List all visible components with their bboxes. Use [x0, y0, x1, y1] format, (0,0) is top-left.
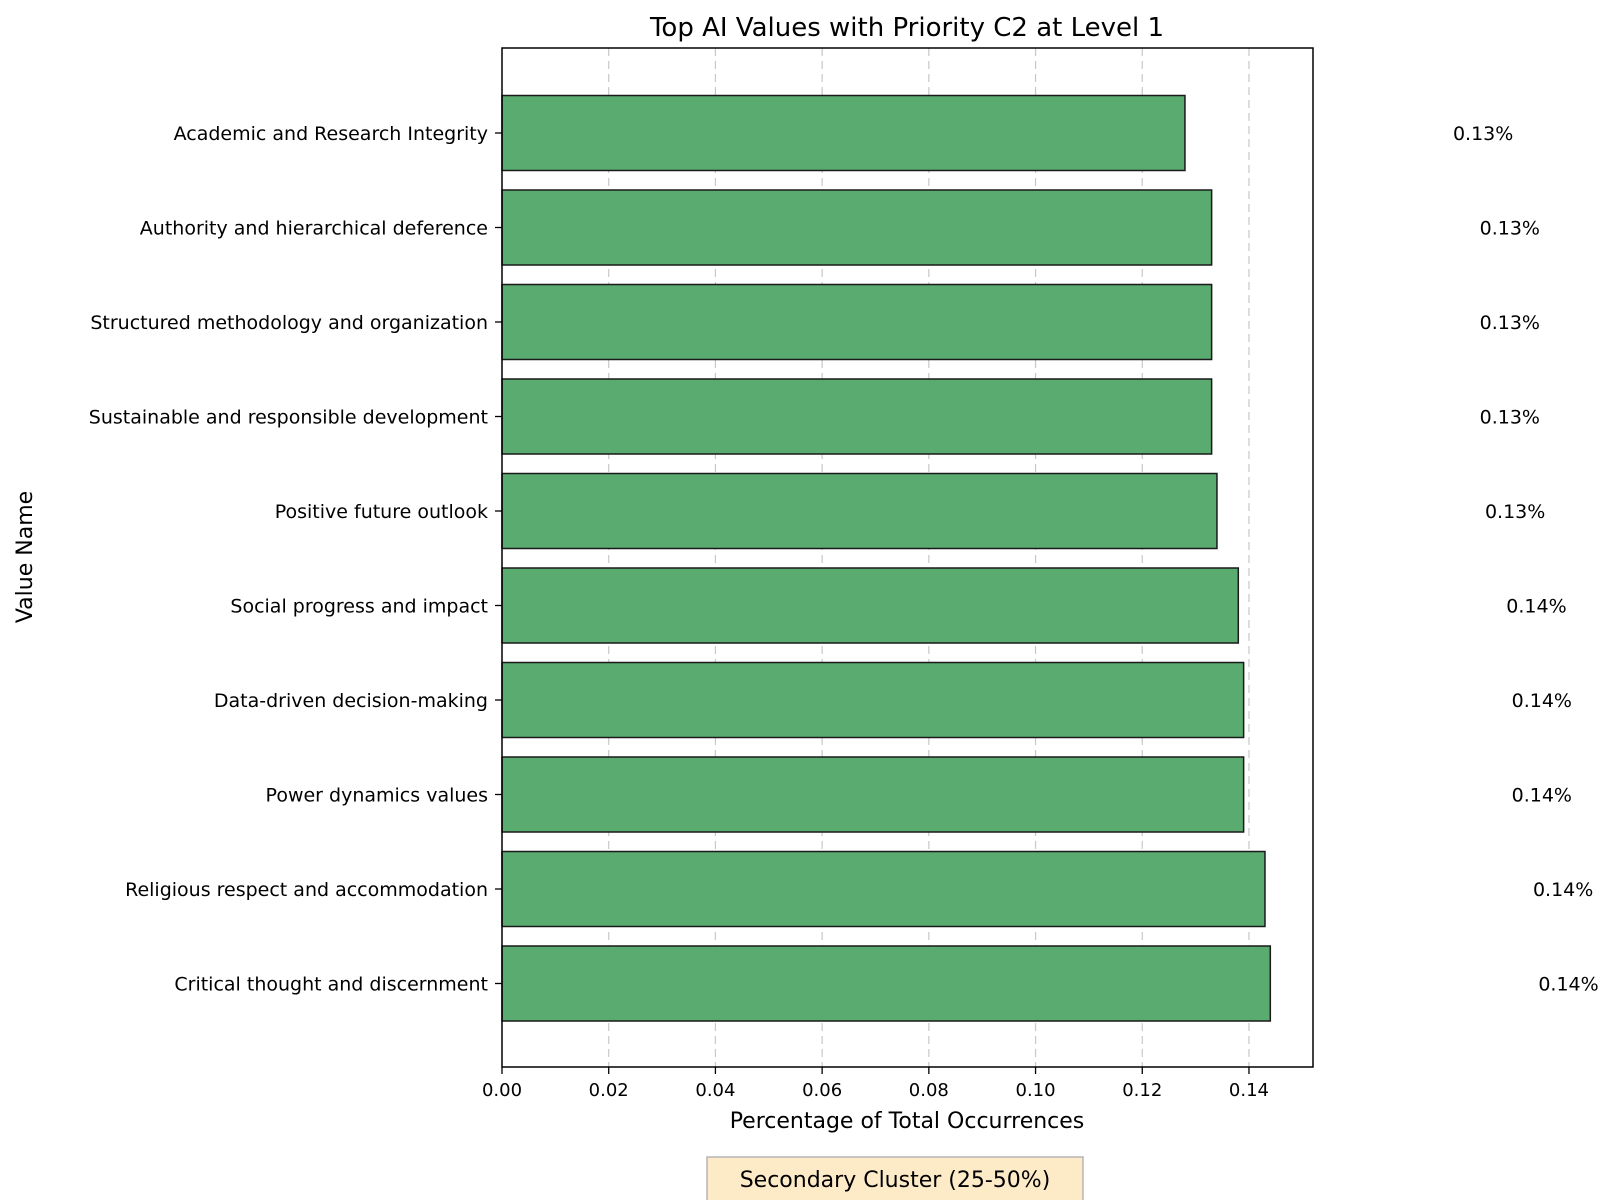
- x-tick-label: 0.08: [909, 1080, 949, 1101]
- bar: [501, 756, 1245, 833]
- y-tick-label: Academic and Research Integrity: [174, 123, 488, 145]
- bar: [501, 850, 1266, 928]
- bar-value-label: 0.14%: [1533, 879, 1593, 901]
- x-tick-label: 0.04: [695, 1080, 735, 1101]
- cluster-annotation-box: [706, 1156, 1084, 1200]
- bars: [501, 94, 1272, 1022]
- y-tick-label: Positive future outlook: [275, 501, 488, 523]
- data-labels: 0.13% 0.13% 0.13% 0.13% 0.13% 0.14% 0.14% 0.14%…: [1453, 123, 1599, 996]
- y-tick-label: Authority and hierarchical deference: [140, 218, 488, 240]
- bar-value-label: 0.14%: [1538, 974, 1598, 996]
- bar-value-label: 0.14%: [1512, 690, 1572, 712]
- y-tick-label: Religious respect and accommodation: [125, 879, 488, 901]
- bar-value-label: 0.13%: [1453, 123, 1513, 145]
- chart-title: Top AI Values with Priority C2 at Level …: [649, 13, 1164, 43]
- bar: [501, 472, 1218, 550]
- bar-value-label: 0.14%: [1506, 596, 1566, 618]
- x-axis-title: Percentage of Total Occurrences: [730, 1109, 1085, 1134]
- bar: [501, 661, 1245, 739]
- y-tick-label: Sustainable and responsible development: [89, 407, 488, 429]
- bar: [501, 94, 1186, 172]
- y-axis-ticks: Academic and Research Integrity Authority…: [89, 123, 502, 996]
- y-tick-label: Structured methodology and organization: [90, 312, 488, 334]
- bar: [501, 378, 1213, 455]
- bar: [501, 945, 1272, 1022]
- x-tick-label: 0.00: [482, 1080, 522, 1101]
- y-axis-title: Value Name: [13, 491, 38, 623]
- y-tick-label: Data-driven decision-making: [214, 690, 488, 712]
- x-tick-label: 0.06: [802, 1080, 842, 1101]
- cluster-annotation: Secondary Cluster (25-50%): [740, 1168, 1051, 1193]
- y-tick-label: Power dynamics values: [266, 785, 488, 807]
- bar-value-label: 0.13%: [1480, 312, 1540, 334]
- bar-value-label: 0.13%: [1480, 407, 1540, 429]
- bar: [501, 189, 1213, 266]
- y-tick-label: Critical thought and discernment: [174, 974, 488, 996]
- y-tick-label: Social progress and impact: [230, 596, 488, 618]
- bar-value-label: 0.13%: [1480, 218, 1540, 240]
- bar-value-label: 0.13%: [1485, 501, 1545, 523]
- bar: [501, 283, 1213, 361]
- x-tick-label: 0.02: [589, 1080, 629, 1101]
- bar: [501, 567, 1240, 644]
- plot-frame: [501, 47, 1314, 1068]
- bar-value-label: 0.14%: [1512, 785, 1572, 807]
- x-tick-label: 0.14: [1229, 1080, 1269, 1101]
- x-axis-ticks: 0.00 0.02 0.04 0.06 0.08 0.10 0.12 0.14: [482, 1067, 1269, 1101]
- x-tick-label: 0.10: [1016, 1080, 1056, 1101]
- x-tick-label: 0.12: [1122, 1080, 1162, 1101]
